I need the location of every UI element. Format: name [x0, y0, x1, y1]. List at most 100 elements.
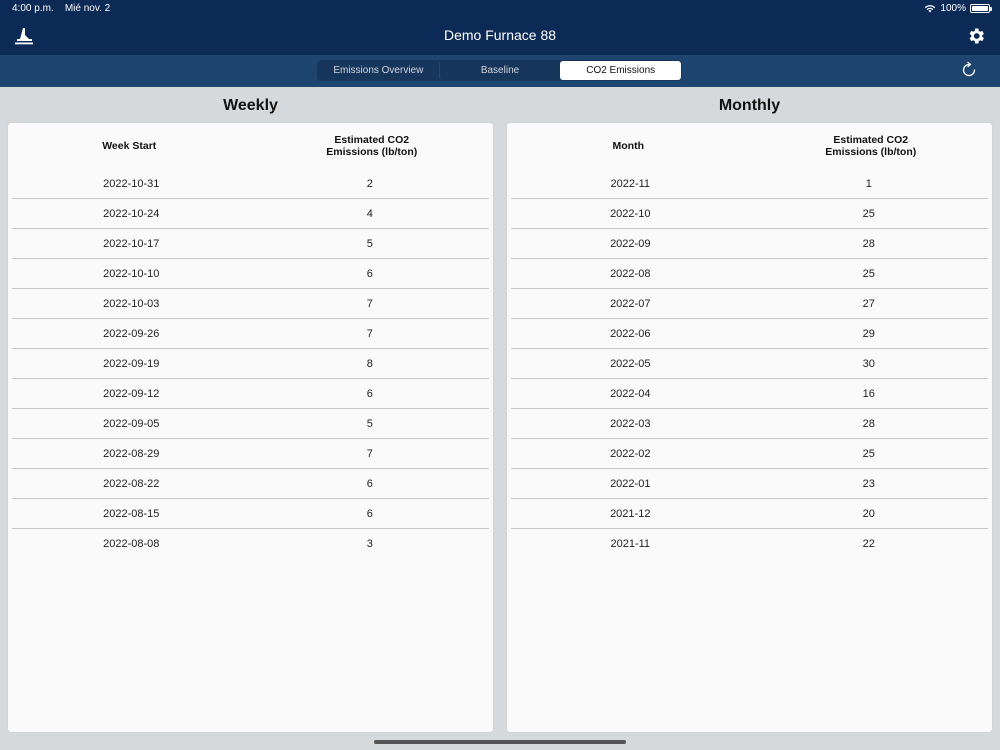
weekly-heading: Weekly [223, 97, 278, 114]
table-cell-value: 16 [862, 387, 875, 400]
table-row: 2022-09-26 7 [12, 319, 489, 349]
table-cell-period: 2022-10-31 [103, 177, 160, 190]
monthly-heading: Monthly [718, 97, 781, 114]
table-row: 2022-06 29 [511, 319, 988, 349]
logo-icon[interactable] [14, 26, 34, 46]
battery-percent: 100% [940, 3, 966, 14]
table-row: 2022-04 16 [511, 379, 988, 409]
table-cell-period: 2022-04 [610, 387, 651, 400]
status-bar-right: 100% [924, 3, 992, 14]
tab-emissions-overview[interactable]: Emissions Overview [333, 65, 424, 76]
status-date: Mié nov. 2 [64, 3, 111, 14]
table-cell-value: 7 [366, 297, 373, 310]
table-row: 2022-10-17 5 [12, 229, 489, 259]
table-cell-period: 2022-05 [610, 357, 651, 370]
table-cell-value: 2 [366, 177, 373, 190]
table-row: 2022-08 25 [511, 259, 988, 289]
status-bar-left: 4:00 p.m. Mié nov. 2 [12, 3, 110, 14]
table-cell-value: 22 [862, 538, 875, 550]
battery-icon [970, 4, 992, 13]
home-indicator[interactable] [374, 740, 626, 744]
weekly-table: Week Start Estimated CO2 Emissions (lb/t… [8, 123, 493, 559]
table-cell-period: 2022-10-24 [103, 207, 160, 220]
table-cell-value: 6 [366, 477, 373, 490]
table-row: 2022-07 27 [511, 289, 988, 319]
table-cell-value: 5 [366, 417, 373, 430]
table-row: 2022-01 23 [511, 469, 988, 499]
table-cell-period: 2022-01 [610, 477, 651, 490]
table-cell-period: 2021-12 [610, 507, 651, 520]
table-cell-period: 2022-09-26 [103, 327, 160, 340]
monthly-table-body: 2022-11 1 2022-10 25 2022-09 28 2022-08 25 2022-… [507, 169, 992, 559]
table-cell-value: 25 [862, 267, 875, 280]
table-row: 2022-10-24 4 [12, 199, 489, 229]
table-cell-value: 7 [366, 327, 373, 340]
table-cell-value: 23 [862, 477, 875, 490]
table-cell-value: 3 [366, 538, 373, 550]
table-cell-period: 2022-09-19 [103, 357, 160, 370]
weekly-col-emissions: Estimated CO2 Emissions (lb/ton) [326, 134, 418, 158]
weekly-col-week-start: Week Start [102, 140, 157, 152]
table-row: 2021-12 20 [511, 499, 988, 529]
table-cell-period: 2022-10-03 [103, 297, 160, 310]
table-cell-period: 2022-11 [610, 177, 651, 190]
table-row: 2022-05 30 [511, 349, 988, 379]
tab-baseline[interactable]: Baseline [438, 61, 561, 80]
table-cell-value: 29 [862, 327, 875, 340]
table-cell-period: 2022-08-29 [103, 447, 160, 460]
table-cell-period: 2022-08 [610, 267, 651, 280]
table-cell-value: 4 [366, 207, 373, 220]
table-cell-period: 2022-09-05 [103, 417, 160, 430]
table-cell-period: 2022-09-12 [103, 387, 160, 400]
table-row: 2022-09-12 6 [12, 379, 489, 409]
table-cell-value: 7 [366, 447, 373, 460]
table-cell-value: 1 [865, 177, 872, 190]
table-row: 2022-02 25 [511, 439, 988, 469]
monthly-card: Month Estimated CO2 Emissions (lb/ton) 2… [507, 123, 992, 732]
refresh-icon[interactable] [960, 61, 978, 79]
table-row: 2022-10-31 2 [12, 169, 489, 199]
table-cell-period: 2022-10-10 [103, 267, 160, 280]
table-cell-period: 2022-10 [610, 207, 651, 220]
table-cell-period: 2022-10-17 [103, 237, 160, 250]
table-cell-value: 5 [366, 237, 373, 250]
table-row: 2022-11 1 [511, 169, 988, 199]
table-row: 2022-09 28 [511, 229, 988, 259]
table-row: 2022-10-03 7 [12, 289, 489, 319]
table-row: 2022-10-10 6 [12, 259, 489, 289]
table-cell-value: 8 [366, 357, 373, 370]
table-cell-period: 2022-08-15 [103, 507, 160, 520]
table-cell-value: 6 [366, 387, 373, 400]
tab-co2-emissions[interactable]: CO2 Emissions [560, 61, 682, 80]
table-cell-period: 2022-09 [610, 237, 651, 250]
table-cell-period: 2022-07 [610, 297, 651, 310]
table-row: 2022-09-19 8 [12, 349, 489, 379]
weekly-card: Week Start Estimated CO2 Emissions (lb/t… [8, 123, 493, 732]
segmented-control: Emissions Overview Baseline CO2 Emission… [317, 60, 682, 81]
table-row: 2022-09-05 5 [12, 409, 489, 439]
page-title: Demo Furnace 88 [443, 27, 557, 43]
monthly-table-header: Month Estimated CO2 Emissions (lb/ton) [507, 123, 992, 169]
status-time: 4:00 p.m. [12, 3, 54, 14]
gear-icon[interactable] [966, 26, 986, 46]
table-cell-value: 6 [366, 267, 373, 280]
table-cell-period: 2022-06 [610, 327, 651, 340]
tab-bar: Emissions Overview Baseline CO2 Emission… [0, 55, 1000, 87]
table-cell-value: 28 [862, 237, 875, 250]
table-cell-period: 2021-11 [610, 538, 651, 550]
table-cell-period: 2022-02 [610, 447, 651, 460]
weekly-table-header: Week Start Estimated CO2 Emissions (lb/t… [8, 123, 493, 169]
wifi-icon [925, 5, 936, 13]
table-cell-period: 2022-08-22 [103, 477, 160, 490]
table-row: 2022-08-22 6 [12, 469, 489, 499]
monthly-col-month: Month [612, 140, 645, 152]
monthly-col-emissions: Estimated CO2 Emissions (lb/ton) [825, 134, 917, 158]
app-header: 4:00 p.m. Mié nov. 2 100% Demo Furnace 8… [0, 0, 1000, 55]
table-cell-value: 27 [862, 297, 875, 310]
table-row: 2022-10 25 [511, 199, 988, 229]
table-cell-value: 6 [366, 507, 373, 520]
table-row: 2022-08-15 6 [12, 499, 489, 529]
weekly-table-body: 2022-10-31 2 2022-10-24 4 2022-10-17 5 2022-10… [8, 169, 493, 559]
table-cell-value: 20 [862, 507, 875, 520]
table-cell-value: 25 [862, 447, 875, 460]
